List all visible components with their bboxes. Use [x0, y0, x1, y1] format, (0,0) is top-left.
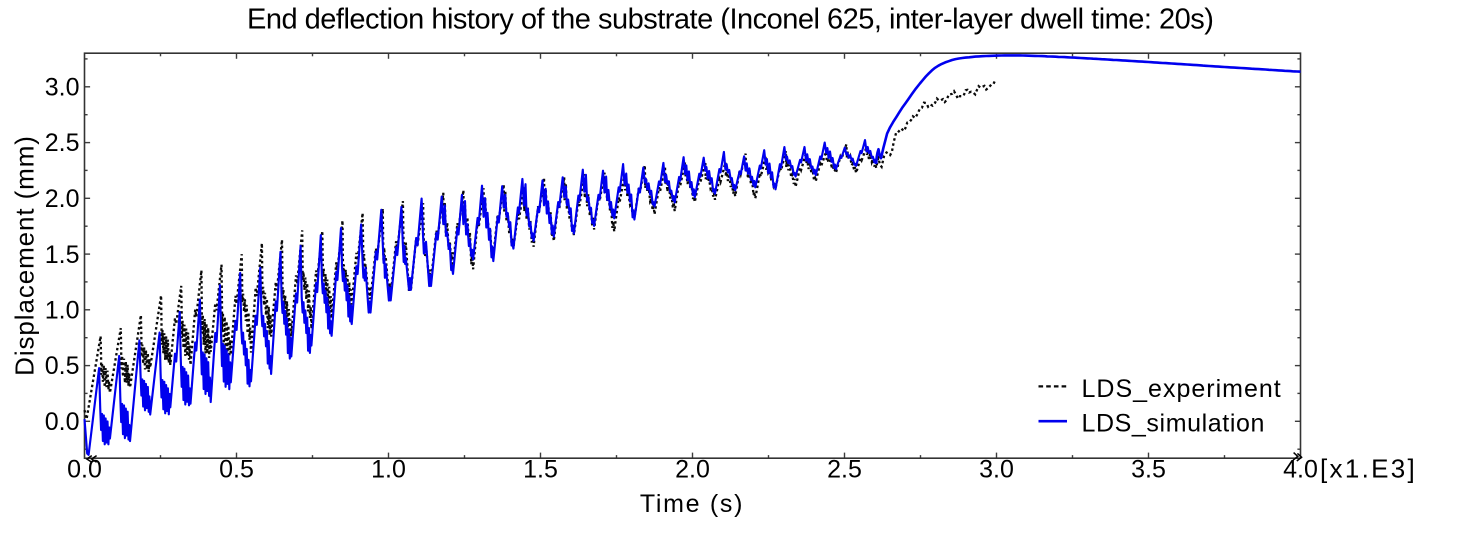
svg-text:0.5: 0.5 — [219, 455, 254, 483]
svg-text:2.5: 2.5 — [45, 129, 80, 157]
svg-text:1.5: 1.5 — [523, 455, 558, 483]
svg-text:LDS_simulation: LDS_simulation — [1082, 409, 1266, 437]
svg-text:3.0: 3.0 — [979, 455, 1014, 483]
svg-text:0.5: 0.5 — [45, 352, 80, 380]
svg-text:1.0: 1.0 — [371, 455, 406, 483]
svg-text:2.0: 2.0 — [45, 185, 80, 213]
svg-text:1.0: 1.0 — [45, 297, 80, 325]
svg-text:0.0: 0.0 — [45, 408, 80, 436]
svg-text:1.5: 1.5 — [45, 241, 80, 269]
svg-text:0.0: 0.0 — [67, 455, 102, 483]
svg-text:3.5: 3.5 — [1131, 455, 1166, 483]
svg-text:2.0: 2.0 — [675, 455, 710, 483]
svg-text:4.0: 4.0 — [1283, 455, 1318, 483]
svg-text:3.0: 3.0 — [45, 74, 80, 102]
svg-text:End deflection history of the: End deflection history of the substrate … — [247, 4, 1213, 36]
svg-text:Time (s): Time (s) — [640, 490, 744, 518]
svg-text:2.5: 2.5 — [827, 455, 862, 483]
svg-text:[x1.E3]: [x1.E3] — [1320, 453, 1417, 483]
svg-text:Displacement (mm): Displacement (mm) — [10, 135, 40, 376]
svg-text:LDS_experiment: LDS_experiment — [1082, 375, 1282, 403]
